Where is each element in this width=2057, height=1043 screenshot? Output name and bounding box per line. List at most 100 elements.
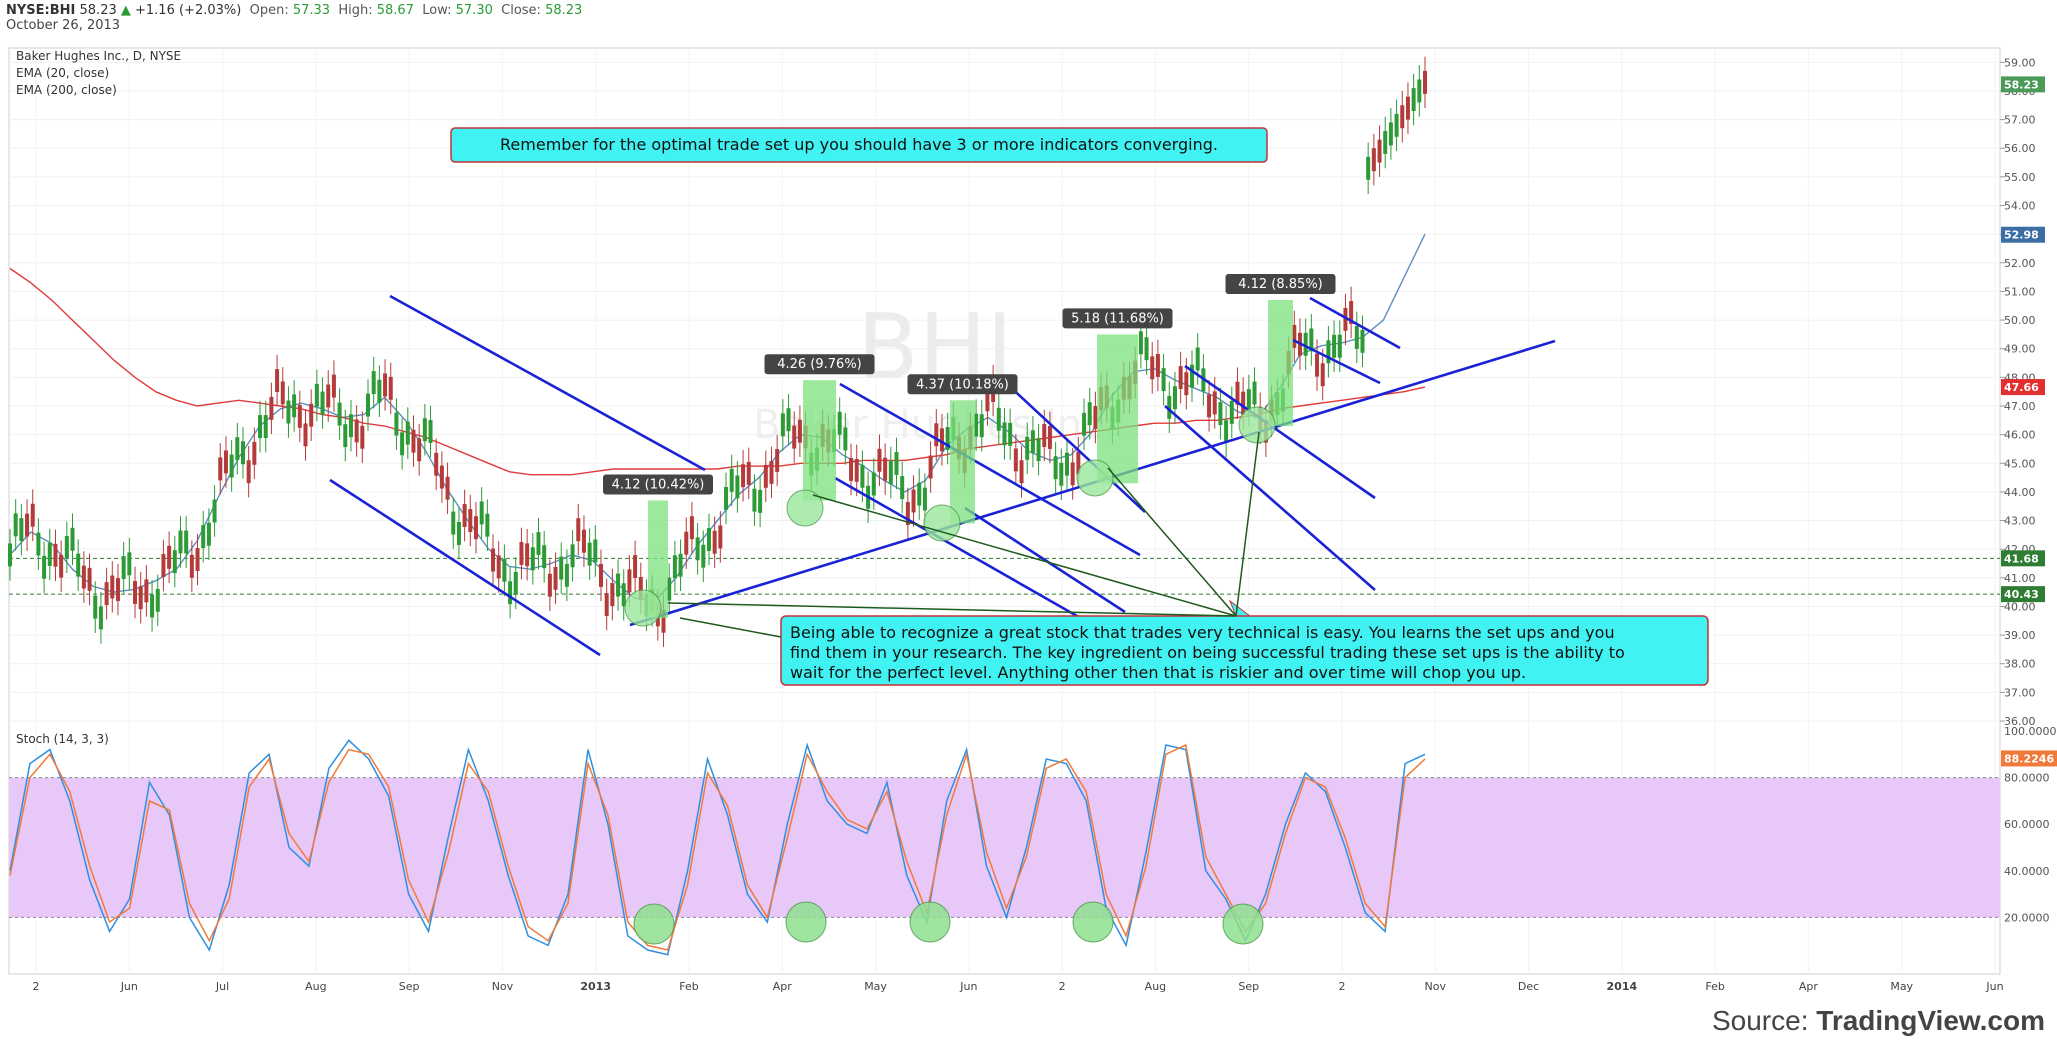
candle-body (530, 547, 535, 571)
candle-body (348, 414, 353, 438)
candle-body (1343, 307, 1348, 331)
candle-body (1093, 406, 1098, 429)
candle-body (411, 429, 416, 453)
source-credit: Source: TradingView.com (1712, 1005, 2045, 1037)
ema-lines (9, 233, 1426, 602)
symbol: NYSE:BHI (6, 3, 76, 18)
candle-body (468, 509, 473, 532)
setup-circles (624, 406, 1276, 945)
x-tick-label: 2 (1059, 980, 1066, 993)
candle-body (1235, 381, 1240, 405)
bottom-note-box (780, 615, 1709, 686)
stoch-setup-circle (1222, 903, 1264, 945)
candle-body (405, 421, 410, 445)
candle-body (1042, 424, 1047, 447)
candle-body (536, 532, 541, 556)
setup-circle (786, 489, 824, 527)
stoch-tick-label: 80.0000 (2004, 772, 2050, 785)
candle-body (13, 513, 18, 537)
x-tick-label: Jun (1985, 980, 2003, 993)
x-tick-label: Aug (305, 980, 326, 993)
candle-body (133, 581, 138, 604)
change-arrow-icon: ▲ (120, 3, 131, 18)
close-label: Close: (501, 3, 541, 18)
candle-body (786, 408, 791, 432)
candle-body (900, 476, 905, 500)
candle-body (627, 569, 632, 593)
candle-body (633, 555, 638, 578)
y-tick-label: 50.00 (2004, 314, 2036, 327)
candle-body (258, 415, 263, 439)
y-tick-label: 49.00 (2004, 343, 2036, 356)
stoch-band (9, 777, 2000, 918)
candle-body (1059, 462, 1064, 486)
candle-body (201, 525, 206, 549)
candle-body (206, 522, 211, 546)
candle-body (1292, 324, 1297, 348)
trendline (1292, 338, 1381, 385)
candle-body (1082, 412, 1087, 436)
candle-body (1366, 156, 1371, 180)
candle-body (513, 571, 518, 595)
measured-move-label: 4.26 (9.76%) (777, 357, 862, 372)
stoch-value-label: 88.2246 (2004, 752, 2054, 765)
y-tick-label: 47.00 (2004, 400, 2036, 413)
candle-body (42, 555, 47, 579)
candle-body (1047, 425, 1052, 449)
candle-body (1224, 420, 1229, 444)
y-tick-label: 52.00 (2004, 257, 2036, 270)
low-label: Low: (422, 3, 452, 18)
trendline (389, 294, 706, 472)
candle-body (854, 458, 859, 482)
x-tick-label: Nov (1425, 980, 1447, 993)
y-tick-label: 40.00 (2004, 600, 2036, 613)
setup-circle (1076, 459, 1114, 497)
trendline (329, 478, 601, 657)
x-tick-label: May (1890, 980, 1913, 993)
x-tick-label: Aug (1145, 980, 1166, 993)
trendline (839, 382, 1141, 557)
candle-body (553, 566, 558, 590)
candle-body (1064, 452, 1069, 476)
measured-move-label-bg (907, 374, 1018, 395)
candle-body (178, 530, 183, 554)
grid (9, 48, 2000, 974)
legend-ema200: EMA (200, close) (16, 83, 117, 97)
candle-body (138, 586, 143, 610)
candle-body (1087, 402, 1092, 426)
candle-body (189, 554, 194, 578)
bottom-note-line: find them in your research. The key ingr… (790, 643, 1625, 662)
candle-body (1008, 422, 1013, 446)
candle-body (1411, 88, 1416, 112)
candle-body (53, 543, 58, 567)
candle-body (456, 522, 461, 545)
stoch-value-box (2001, 750, 2057, 767)
candle-body (144, 579, 149, 603)
measured-move-box (950, 400, 975, 524)
candle-body (30, 503, 35, 527)
candle-body (1320, 363, 1325, 387)
candle-body (394, 412, 399, 436)
candle-body (320, 391, 325, 415)
candle-body (1070, 462, 1075, 486)
candle-body (1019, 460, 1024, 484)
candle-body (678, 553, 683, 577)
candle-body (1030, 430, 1035, 454)
setup-circle (624, 589, 662, 627)
price-chart[interactable]: BHI Baker Hughes Inc. 4.12 (10.42%)4.26 … (0, 0, 2057, 1010)
stoch-d-line (9, 743, 1426, 951)
stoch-title: Stoch (14, 3, 3) (16, 732, 109, 746)
annotation-notes: Remember for the optimal trade set up yo… (450, 127, 1709, 686)
candle-body (724, 487, 729, 510)
bottom-note-line: Being able to recognize a great stock th… (790, 623, 1615, 642)
candle-body (218, 457, 223, 481)
candle-body (593, 539, 598, 563)
candle-body (758, 489, 763, 513)
candle-body (519, 542, 524, 565)
candle-body (877, 448, 882, 472)
candle-body (843, 427, 848, 451)
candle-body (1337, 334, 1342, 358)
stoch-setup-circle (909, 901, 951, 943)
candle-body (1195, 347, 1200, 371)
candle-body (1161, 368, 1166, 392)
